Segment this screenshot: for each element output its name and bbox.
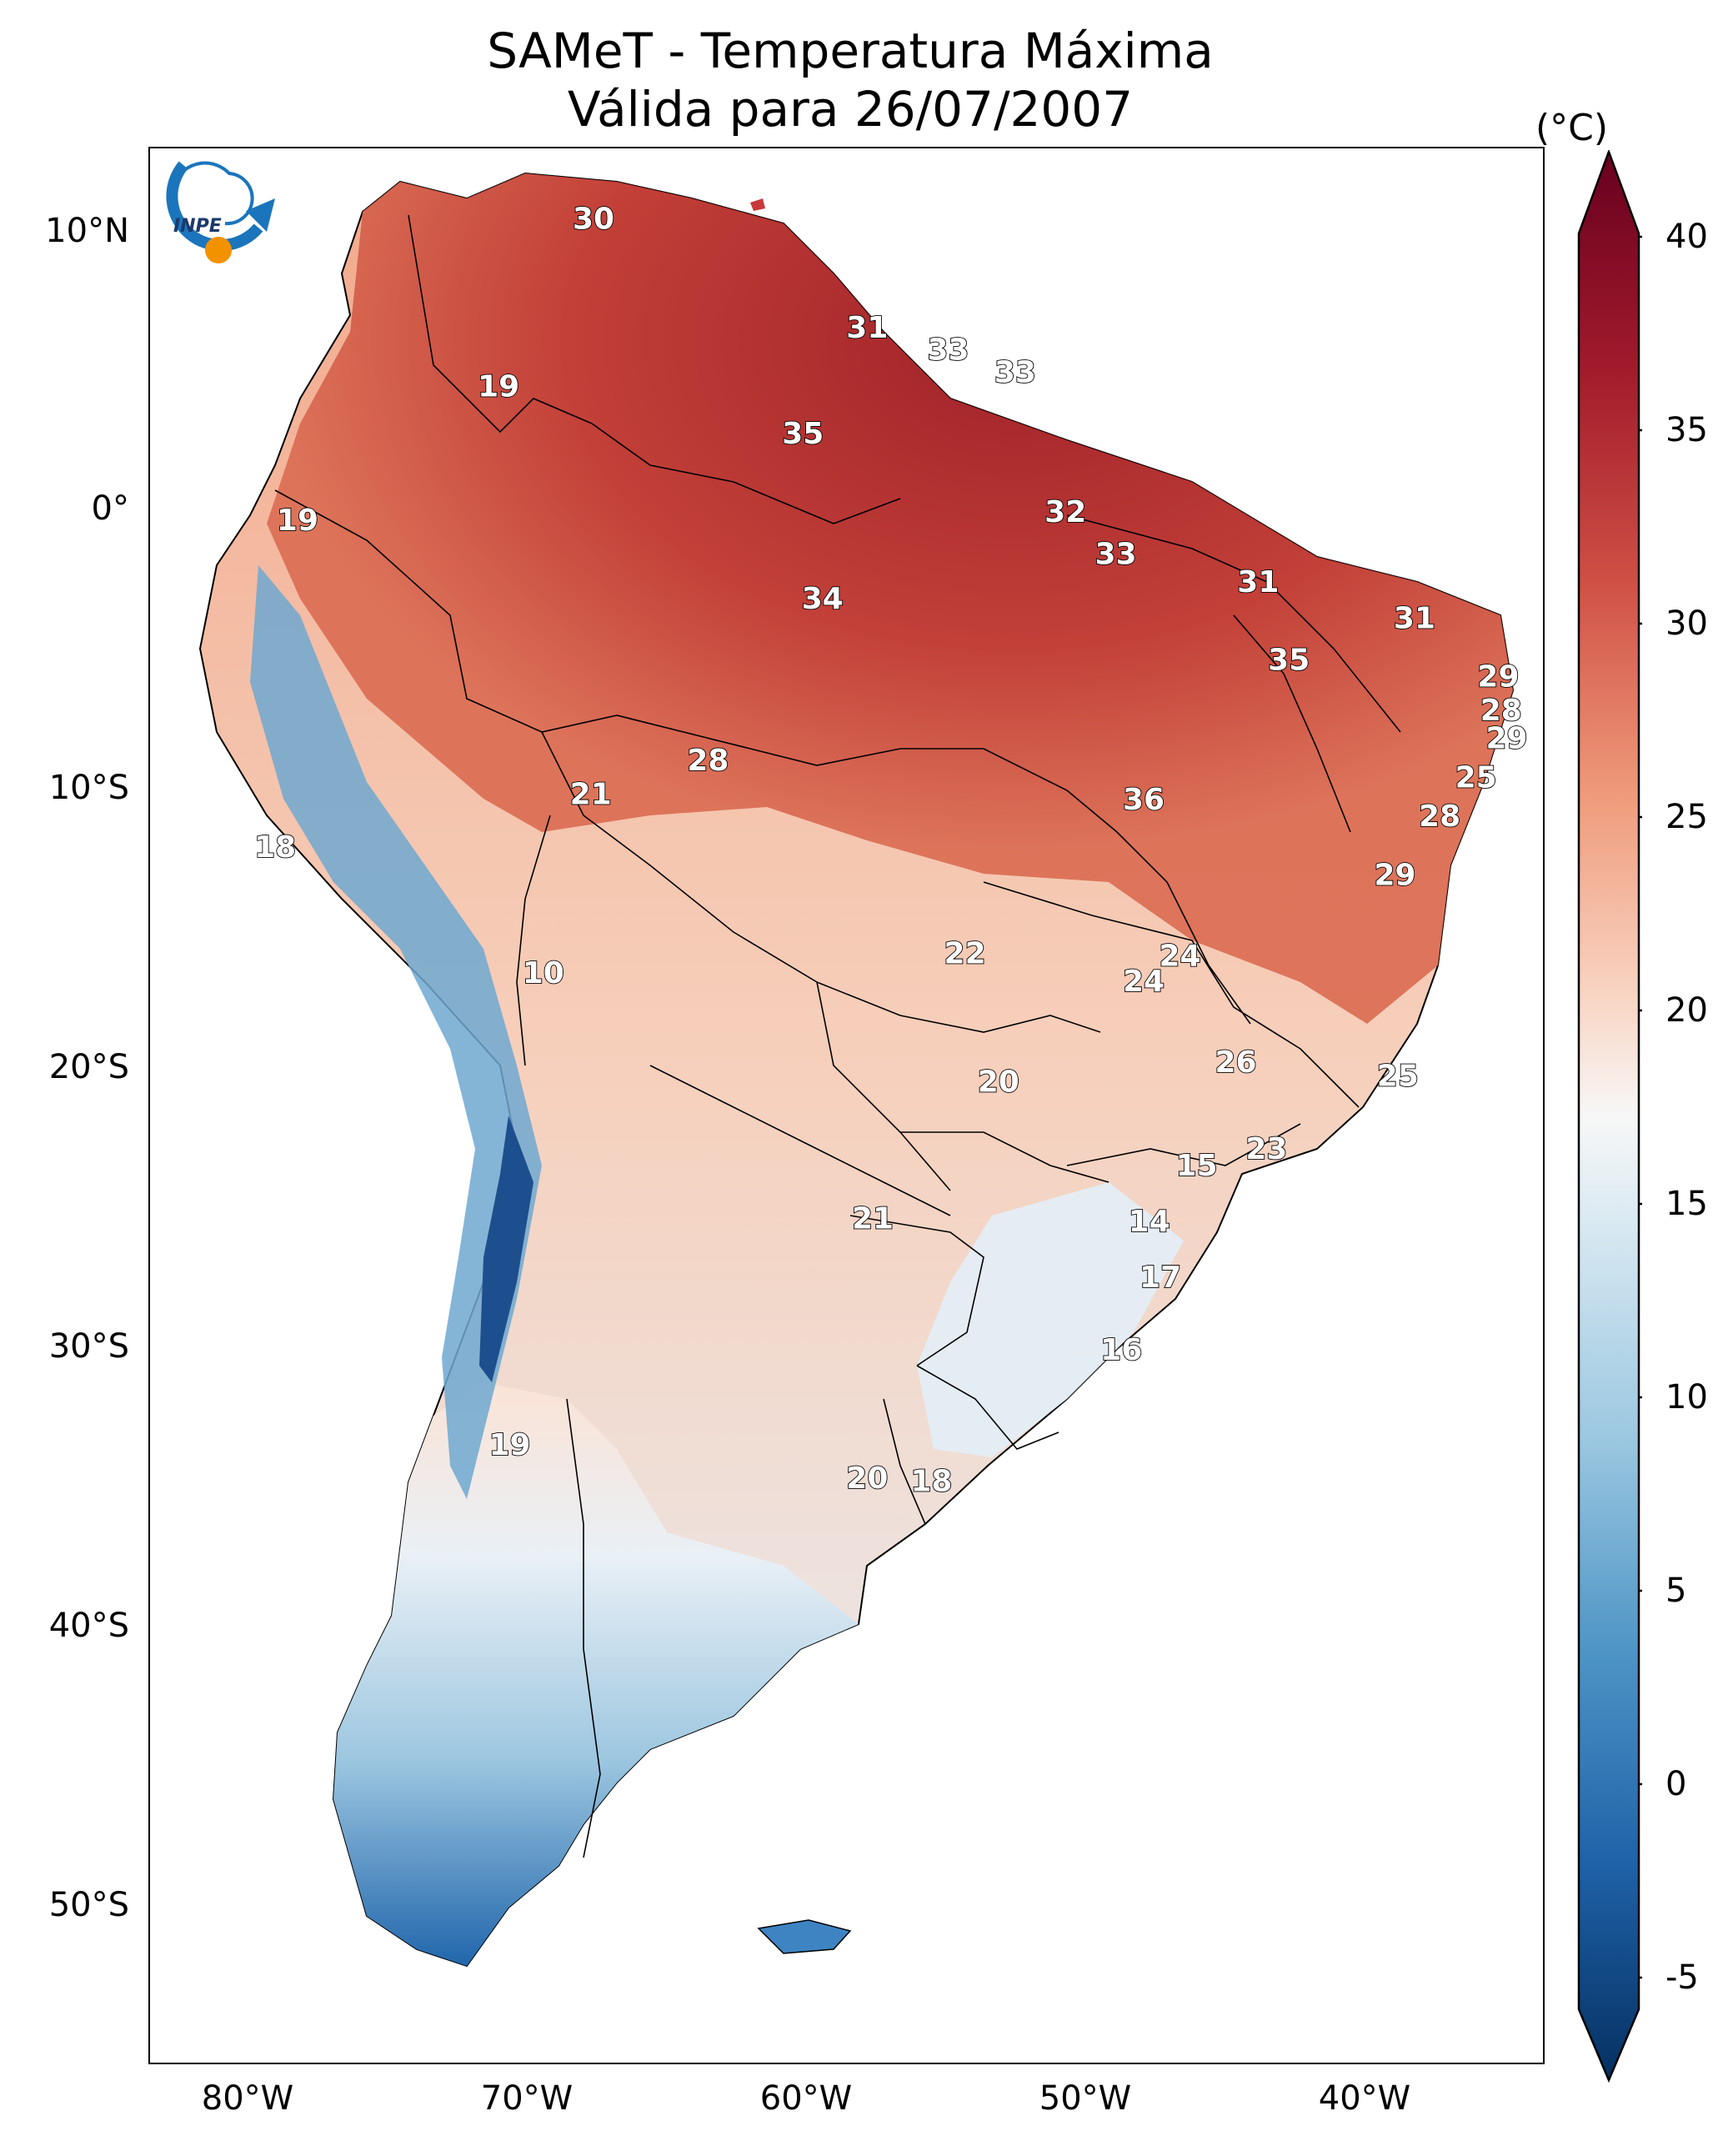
contour-label: 31 xyxy=(846,311,888,345)
map-panel: 30 31 33 33 19 35 19 32 33 31 34 31 35 29 28 29 28 25 21 36… xyxy=(148,147,1545,2064)
colorbar-tick-neg5: -5 xyxy=(1665,1958,1699,1997)
contour-label: 31 xyxy=(1394,601,1435,635)
contour-label: 19 xyxy=(277,504,318,538)
colorbar-tick-30: 30 xyxy=(1665,604,1708,643)
contour-label: 28 xyxy=(687,744,729,778)
contour-label: 26 xyxy=(1215,1045,1256,1080)
contour-label: 28 xyxy=(1480,694,1522,728)
contour-label: 29 xyxy=(1374,859,1415,893)
contour-label: 29 xyxy=(1485,721,1527,755)
contour-label: 31 xyxy=(1237,565,1279,599)
contour-label: 15 xyxy=(1176,1149,1218,1183)
contour-label: 19 xyxy=(478,369,519,404)
contour-label: 35 xyxy=(1268,644,1310,678)
contour-label: 16 xyxy=(1100,1333,1142,1367)
lat-label-10n: 10°N xyxy=(45,212,129,250)
contour-label: 18 xyxy=(254,830,296,865)
lat-label-0: 0° xyxy=(91,489,129,528)
lat-label-40s: 40°S xyxy=(48,1607,129,1645)
lat-label-20s: 20°S xyxy=(48,1048,129,1086)
contour-label: 32 xyxy=(1044,495,1086,529)
lat-label-10s: 10°S xyxy=(48,769,129,807)
map-subtitle: Válida para 26/07/2007 xyxy=(567,81,1134,138)
colorbar-tick-5: 5 xyxy=(1665,1572,1687,1610)
andes-core xyxy=(479,1116,533,1382)
lon-label-70w: 70°W xyxy=(480,2079,573,2118)
falkland-islands xyxy=(757,1919,852,1954)
svg-text:INPE: INPE xyxy=(173,216,222,237)
contour-label: 23 xyxy=(1245,1132,1287,1166)
contour-label: 10 xyxy=(523,956,564,990)
contour-label: 20 xyxy=(846,1462,888,1496)
hot-region xyxy=(267,173,1513,1024)
southeast-cool xyxy=(917,1182,1184,1457)
contour-label: 24 xyxy=(1123,965,1165,999)
contour-label: 20 xyxy=(978,1065,1019,1099)
contour-label: 14 xyxy=(1129,1205,1170,1239)
contour-label: 25 xyxy=(1455,760,1497,795)
contour-label: 18 xyxy=(910,1464,952,1498)
cool-region xyxy=(333,1382,859,1966)
contour-label: 34 xyxy=(802,582,844,616)
contour-label: 33 xyxy=(994,356,1036,390)
lon-label-60w: 60°W xyxy=(759,2079,853,2118)
contour-label: 24 xyxy=(1159,940,1200,974)
caribbean-island xyxy=(750,198,765,211)
lat-label-30s: 30°S xyxy=(48,1327,129,1366)
andes-cold-strip xyxy=(250,565,542,1499)
colorbar-tick-25: 25 xyxy=(1665,798,1708,836)
contour-label: 30 xyxy=(573,202,614,236)
contour-label: 35 xyxy=(782,417,824,451)
contour-label: 21 xyxy=(570,777,612,811)
colorbar-tick-10: 10 xyxy=(1665,1378,1708,1416)
colorbar-unit: (°C) xyxy=(1535,107,1609,149)
colorbar-tick-35: 35 xyxy=(1665,411,1708,449)
contour-label: 36 xyxy=(1123,783,1165,817)
contour-label: 28 xyxy=(1419,800,1460,834)
lat-label-50s: 50°S xyxy=(48,1886,129,1924)
contour-label: 33 xyxy=(927,333,969,368)
lon-label-50w: 50°W xyxy=(1039,2079,1132,2118)
contour-label: 29 xyxy=(1477,660,1519,694)
inpe-logo: INPE xyxy=(166,161,275,263)
contour-label: 17 xyxy=(1139,1261,1181,1295)
lon-label-80w: 80°W xyxy=(201,2079,294,2118)
map-title: SAMeT - Temperatura Máxima xyxy=(487,23,1214,79)
colorbar-tick-15: 15 xyxy=(1665,1185,1708,1223)
colorbar-tick-20: 20 xyxy=(1665,991,1708,1030)
contour-label: 25 xyxy=(1377,1060,1419,1094)
colorbar-tick-0: 0 xyxy=(1665,1765,1687,1803)
lon-label-40w: 40°W xyxy=(1318,2079,1411,2118)
contour-label: 22 xyxy=(944,936,986,970)
colorbar xyxy=(1577,150,1642,2083)
contour-label: 33 xyxy=(1094,537,1136,571)
colorbar-tick-40: 40 xyxy=(1665,218,1708,256)
contour-label: 21 xyxy=(852,1202,894,1236)
country-borders xyxy=(274,214,1401,1858)
contour-label: 19 xyxy=(488,1428,530,1462)
